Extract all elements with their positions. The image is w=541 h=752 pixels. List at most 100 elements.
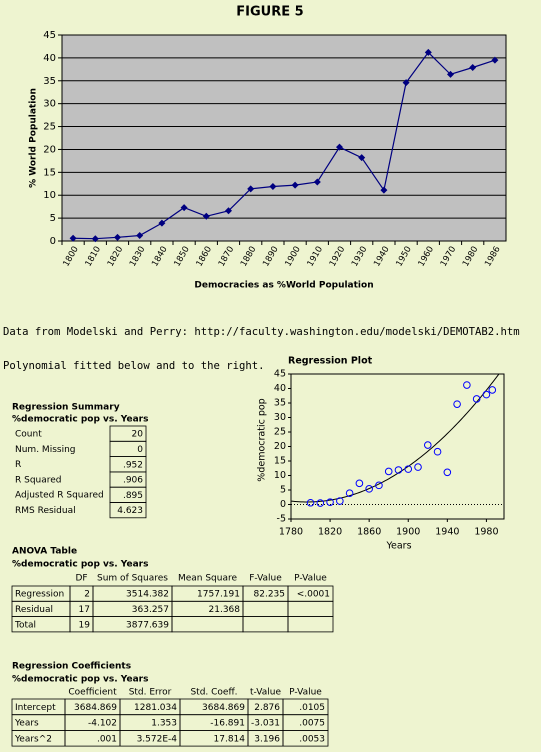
cell-value: 2 — [84, 590, 90, 600]
cell-value: .001 — [97, 734, 117, 744]
y-tick-label: 10 — [43, 190, 56, 201]
data-point — [423, 441, 432, 449]
cell-value: 3.196 — [254, 734, 280, 744]
x-tick-label: 1860 — [357, 527, 381, 538]
x-tick-label: 1986 — [483, 245, 502, 269]
y-tick-label: 30 — [43, 99, 56, 110]
data-point — [202, 212, 210, 220]
cell-value: 20 — [132, 430, 144, 440]
data-point — [225, 207, 232, 215]
y-tick-label: 45 — [43, 30, 56, 41]
data-point — [313, 178, 321, 186]
cell-value: 19 — [79, 620, 91, 630]
data-point — [402, 79, 410, 87]
row-label: Regression — [15, 590, 64, 600]
y-tick-label: 25 — [274, 427, 286, 438]
x-tick-label: 1950 — [394, 245, 413, 269]
data-point — [365, 485, 373, 493]
x-tick-label: 1880 — [239, 245, 258, 269]
row-label: Adjusted R Squared — [15, 491, 104, 501]
row-label: Intercept — [15, 703, 56, 713]
y-axis-label: %democratic pop — [257, 398, 268, 481]
row-label: Total — [14, 620, 36, 630]
cell-value: .895 — [123, 491, 143, 501]
cell-value: 4.623 — [117, 506, 143, 516]
data-point — [443, 468, 452, 477]
data-point — [380, 186, 388, 194]
data-point — [136, 232, 144, 240]
column-header: t-Value — [250, 688, 281, 698]
data-point — [91, 235, 99, 243]
data-point — [158, 219, 166, 227]
data-point — [375, 481, 383, 490]
source-note: Data from Modelski and Perry: http://fac… — [3, 326, 520, 338]
cell-value: <.0001 — [297, 590, 330, 600]
cell-value: 21.368 — [209, 605, 241, 615]
cell-value: 3514.382 — [126, 590, 169, 600]
data-point — [358, 154, 366, 162]
table-subtitle: %democratic pop vs. Years — [12, 415, 148, 425]
figure-title: FIGURE 5 — [236, 5, 303, 20]
data-line — [73, 51, 496, 240]
fit-curve — [291, 374, 500, 503]
x-tick-label: 1870 — [217, 245, 236, 269]
y-tick-label: 35 — [274, 398, 286, 409]
data-point — [482, 390, 491, 399]
table-cell — [109, 502, 147, 519]
data-point — [269, 183, 277, 191]
y-tick-label: 35 — [43, 76, 56, 87]
row-label: Years^2 — [14, 734, 52, 744]
cell-value: -3.031 — [251, 719, 280, 729]
data-point — [488, 386, 497, 394]
row-label: RMS Residual — [15, 506, 76, 516]
x-tick-label: 1970 — [439, 245, 458, 269]
cell-value: 1281.034 — [134, 703, 177, 713]
x-tick-label: 1900 — [396, 527, 420, 538]
data-point — [345, 489, 354, 497]
cell-value: -4.102 — [88, 719, 117, 729]
x-tick-label: 1940 — [372, 245, 391, 269]
data-point — [384, 467, 393, 476]
y-tick-label: 40 — [43, 53, 56, 64]
x-tick-label: 1820 — [106, 245, 125, 269]
y-axis-label: % World Population — [29, 88, 39, 188]
row-label: Num. Missing — [15, 445, 76, 455]
x-axis-label: Years — [385, 541, 411, 552]
column-header: Std. Error — [129, 688, 172, 698]
cell-value: .0053 — [299, 734, 325, 744]
x-tick-label: 1980 — [461, 245, 480, 269]
table-subtitle: %democratic pop vs. Years — [12, 560, 148, 570]
row-label: R Squared — [15, 475, 62, 485]
plot-area — [61, 34, 507, 242]
data-point — [316, 499, 325, 507]
cell-value: 82.235 — [254, 590, 286, 600]
row-label: R — [15, 460, 21, 470]
x-tick-label: 1820 — [318, 527, 342, 538]
data-point — [404, 465, 413, 473]
y-tick-label: 15 — [274, 456, 286, 467]
data-point — [433, 447, 442, 456]
table-title: ANOVA Table — [12, 547, 77, 557]
y-tick-label: 15 — [43, 167, 56, 178]
data-point — [414, 463, 422, 471]
data-point — [291, 181, 299, 189]
data-point — [491, 56, 499, 64]
x-tick-label: 1850 — [172, 245, 191, 269]
column-header: F-Value — [249, 574, 282, 584]
row-label: Residual — [15, 605, 53, 615]
data-point — [326, 498, 334, 506]
row-label: Count — [15, 430, 42, 440]
x-tick-label: 1780 — [279, 527, 303, 538]
y-tick-label: 10 — [274, 470, 286, 481]
x-tick-label: 1930 — [350, 245, 369, 269]
x-tick-label: 1940 — [435, 527, 459, 538]
cell-value: .906 — [123, 476, 143, 486]
data-point — [336, 497, 344, 505]
x-tick-label: 1980 — [474, 527, 498, 538]
table-cell — [171, 616, 244, 633]
column-header: Coefficient — [68, 688, 117, 698]
x-tick-label: 1800 — [61, 245, 80, 269]
column-header: P-Value — [294, 574, 327, 584]
